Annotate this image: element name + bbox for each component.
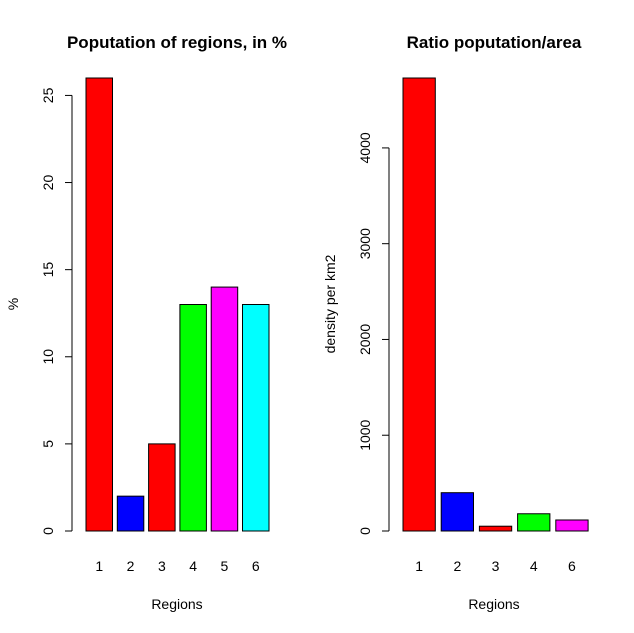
right-chart-xlabel: Regions <box>468 596 519 612</box>
right-x-tick-label: 1 <box>415 558 423 574</box>
left-y-tick-label: 25 <box>40 87 56 103</box>
left-x-tick-label: 6 <box>252 558 260 574</box>
right-chart-ylabel: density per km2 <box>322 254 338 353</box>
left-y-tick-label: 0 <box>40 527 56 535</box>
right-y-tick-label: 0 <box>357 527 373 535</box>
left-chart-x-tick-labels: 1 2 3 4 5 6 <box>95 558 260 574</box>
left-x-tick-label: 5 <box>221 558 229 574</box>
right-chart-x-tick-labels: 1 2 3 4 6 <box>415 558 576 574</box>
left-y-tick-label: 10 <box>40 349 56 365</box>
right-x-tick-label: 4 <box>530 558 538 574</box>
right-chart-panel: Ratio poputation/area Regions density pe… <box>322 33 589 612</box>
left-chart-title: Poputation of regions, in % <box>67 33 287 52</box>
left-chart-y-axis: 0 5 10 15 20 25 <box>40 87 73 535</box>
right-x-tick-label: 6 <box>568 558 576 574</box>
left-bar-2 <box>116 495 145 532</box>
left-bar-3 <box>148 443 176 532</box>
right-y-tick-label: 2000 <box>357 324 373 355</box>
right-chart-bars <box>402 77 589 532</box>
left-x-tick-label: 2 <box>127 558 135 574</box>
right-y-tick-label: 1000 <box>357 419 373 450</box>
left-chart-panel: Poputation of regions, in % Regions % 0 5… <box>5 33 287 612</box>
left-chart-bars <box>85 77 270 532</box>
right-y-tick-label: 4000 <box>357 132 373 163</box>
left-chart-xlabel: Regions <box>151 596 202 612</box>
left-chart-ylabel: % <box>5 298 21 310</box>
right-bar-3 <box>478 525 513 532</box>
left-bar-4 <box>179 304 207 532</box>
right-x-tick-label: 2 <box>453 558 461 574</box>
right-bar-4 <box>517 513 551 532</box>
right-y-tick-label: 3000 <box>357 228 373 259</box>
left-x-tick-label: 4 <box>189 558 197 574</box>
left-bar-5 <box>210 286 239 532</box>
right-bar-2 <box>440 492 475 532</box>
right-chart-title: Ratio poputation/area <box>407 33 582 52</box>
left-bar-6 <box>242 304 270 532</box>
right-x-tick-label: 3 <box>492 558 500 574</box>
right-chart-y-axis: 0 1000 2000 3000 4000 <box>357 132 390 535</box>
left-x-tick-label: 3 <box>158 558 166 574</box>
left-bar-1 <box>85 77 113 532</box>
left-y-tick-label: 15 <box>40 262 56 278</box>
left-y-tick-label: 5 <box>40 440 56 448</box>
left-y-tick-label: 20 <box>40 175 56 191</box>
right-bar-6 <box>555 519 589 532</box>
right-bar-1 <box>402 77 436 532</box>
left-x-tick-label: 1 <box>95 558 103 574</box>
